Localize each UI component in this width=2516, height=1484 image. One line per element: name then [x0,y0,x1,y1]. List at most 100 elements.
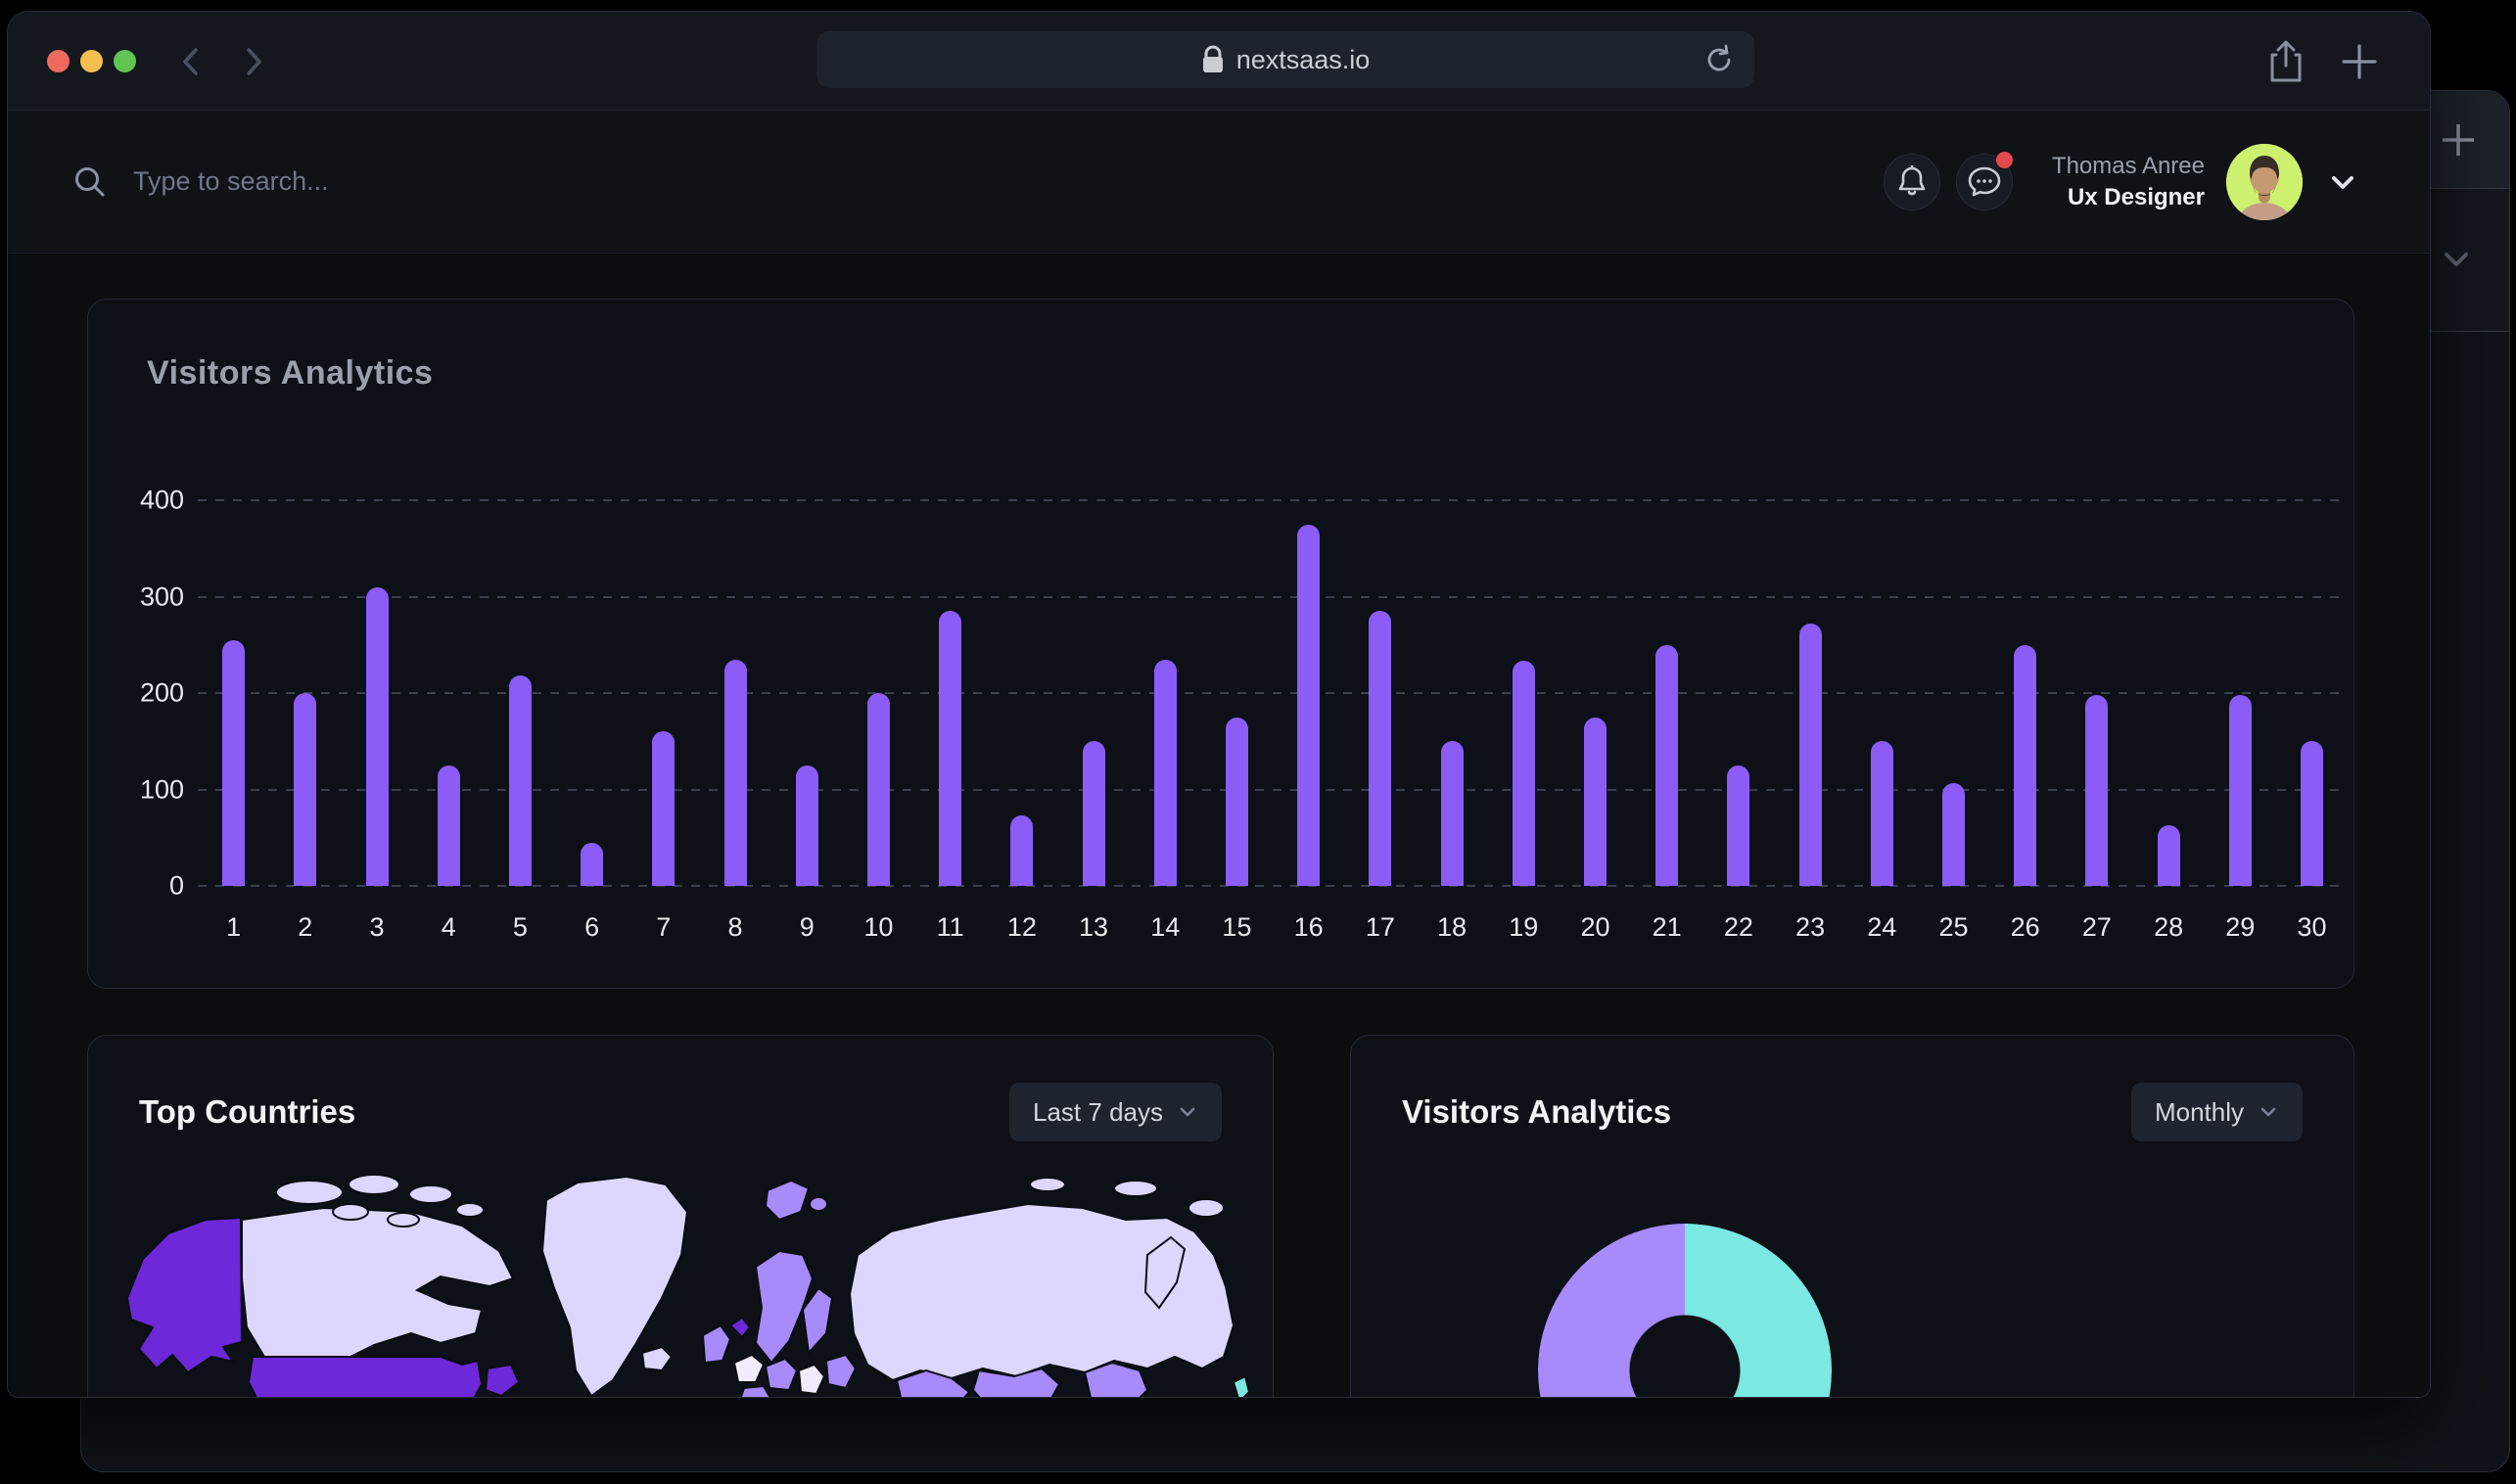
bar [508,675,532,886]
url-text: nextsaas.io [1235,44,1371,74]
x-tick-label: 22 [1723,912,1753,942]
period-value: Monthly [2154,1096,2244,1127]
x-tick-label: 8 [727,912,743,942]
chat-bubble-icon [1968,166,2001,198]
range-value: Last 7 days [1033,1096,1163,1127]
x-tick-label: 23 [1795,912,1826,942]
user-name: Thomas Anree [2051,152,2205,179]
refresh-icon[interactable] [1703,44,1735,75]
x-tick-label: 10 [863,912,894,942]
close-window-button[interactable] [47,50,70,72]
app-header: Type to search... Thomas Anree Ux Design [8,111,2430,254]
chevron-down-icon[interactable] [2429,232,2484,287]
bar [2085,694,2109,886]
bar [1941,782,1965,886]
x-tick-label: 26 [2010,912,2040,942]
range-dropdown[interactable]: Last 7 days [1009,1083,1222,1141]
bar [1082,741,1105,886]
y-tick-label: 300 [139,581,184,611]
x-axis: 1 2 3 4 5 6 7 8 9 10 11 12 13 14 15 16 17 18 19 20 21 22 23 24 2… [198,912,2348,943]
back-icon[interactable] [174,44,210,79]
minimize-window-button[interactable] [80,50,103,72]
bar [2228,694,2252,886]
browser-chrome: nextsaas.io [8,12,2430,111]
y-tick-label: 0 [168,870,184,901]
x-tick-label: 30 [2297,912,2327,942]
x-tick-label: 2 [298,912,313,942]
x-tick-label: 24 [1867,912,1897,942]
user-role: Ux Designer [2067,183,2205,210]
x-tick-label: 15 [1222,912,1252,942]
messages-button[interactable] [1955,151,2013,210]
x-tick-label: 9 [799,912,815,942]
x-tick-label: 11 [936,912,964,942]
bar [2014,644,2037,886]
bar [222,639,246,886]
notifications-button[interactable] [1883,153,1940,210]
bar [1010,815,1034,886]
new-tab-icon[interactable] [2340,12,2379,111]
bar [1512,660,1535,886]
gridline [198,885,2348,887]
x-tick-label: 18 [1437,912,1468,942]
x-tick-label: 3 [369,912,385,942]
zoom-window-button[interactable] [114,50,136,72]
x-tick-label: 5 [512,912,528,942]
bar [723,659,747,886]
period-dropdown[interactable]: Monthly [2130,1083,2303,1141]
x-tick-label: 4 [441,912,456,942]
bar [1727,765,1750,886]
new-tab-icon[interactable] [2431,113,2486,167]
card-title: Visitors Analytics [147,354,434,392]
bar [866,693,890,886]
y-tick-label: 200 [139,677,184,708]
y-tick-label: 100 [139,774,184,804]
bar [795,765,818,886]
x-tick-label: 17 [1365,912,1395,942]
bar [2157,824,2180,886]
chevron-down-icon [2258,1101,2279,1123]
x-tick-label: 19 [1509,912,1539,942]
y-tick-label: 400 [139,485,184,515]
bar [2300,741,2323,886]
bars-layer [198,500,2348,886]
donut-chart [1538,1224,1832,1397]
browser-window: nextsaas.io Type to search... [7,11,2431,1398]
bar [1225,717,1248,886]
avatar[interactable] [2226,143,2303,220]
bar [1369,611,1392,886]
address-bar[interactable]: nextsaas.io [816,31,1754,88]
forward-icon[interactable] [235,44,270,79]
top-countries-card: Top Countries Last 7 days [87,1035,1274,1397]
gridline [198,692,2348,694]
gridline [198,595,2348,598]
card-title: Visitors Analytics [1402,1093,1672,1130]
user-menu-chevron-icon[interactable] [2326,165,2359,199]
visitors-analytics-donut-card: Visitors Analytics Monthly [1350,1035,2354,1397]
bar [1583,717,1607,886]
bar [1440,741,1464,886]
x-tick-label: 29 [2225,912,2256,942]
x-tick-label: 6 [584,912,600,942]
x-tick-label: 7 [656,912,672,942]
notification-badge [1995,151,2013,168]
x-tick-label: 20 [1580,912,1610,942]
bar [581,842,604,886]
search-placeholder: Type to search... [133,166,329,196]
lock-icon [1201,45,1225,74]
x-tick-label: 14 [1150,912,1181,942]
share-icon[interactable] [2267,12,2305,111]
search-icon [72,164,108,200]
bell-icon [1896,164,1928,199]
world-choropleth-map [125,1174,1249,1397]
x-tick-label: 25 [1938,912,1969,942]
card-title: Top Countries [139,1093,356,1130]
x-tick-label: 28 [2154,912,2184,942]
traffic-lights [47,12,136,111]
gridline [198,499,2348,501]
search-input[interactable]: Type to search... [72,164,1884,200]
bar [939,611,962,886]
